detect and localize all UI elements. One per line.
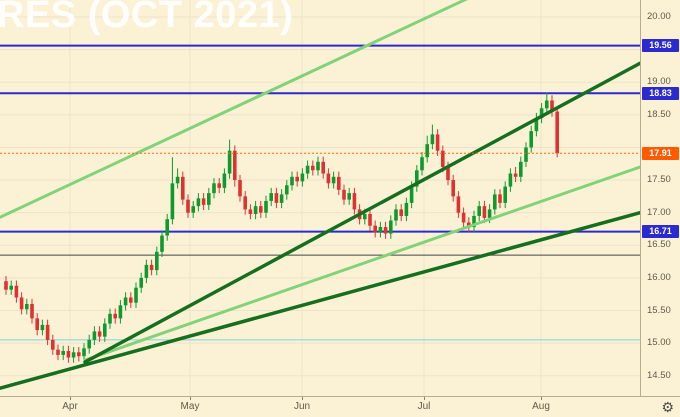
channel-light-lower xyxy=(83,165,640,362)
price-axis[interactable]: 20.00 19.00 18.50 17.50 17.00 16.50 16.00 15.50… xyxy=(640,0,680,396)
price-level-badge: 18.83 xyxy=(642,86,679,100)
price-tick-label: 20.00 xyxy=(647,10,671,22)
month-label: Aug xyxy=(532,401,550,412)
candles-group xyxy=(4,92,559,363)
price-tick-label: 15.00 xyxy=(647,337,671,349)
gridlines-group xyxy=(0,0,640,396)
price-tick-label: 19.00 xyxy=(647,76,671,88)
price-tick-label: 15.50 xyxy=(647,304,671,316)
month-tick xyxy=(302,397,303,400)
month-label: Jul xyxy=(417,401,431,412)
trend-lines-group xyxy=(0,0,640,390)
price-level-badge: 16.71 xyxy=(642,225,679,239)
month-tick xyxy=(541,397,542,400)
time-axis[interactable]: Apr May Jun Jul Aug xyxy=(0,396,680,417)
channel-light-upper xyxy=(0,0,468,219)
channel-dark-upper xyxy=(83,61,640,364)
month-tick xyxy=(424,397,425,400)
price-lines-group xyxy=(0,44,640,341)
price-tick-label: 14.50 xyxy=(647,369,671,381)
price-level-badge: 19.56 xyxy=(642,39,679,53)
month-label: Apr xyxy=(62,401,78,412)
price-tick-label: 16.00 xyxy=(647,271,671,283)
price-tick-label: 17.00 xyxy=(647,206,671,218)
price-chart-area[interactable]: RES (OCT 2021) xyxy=(0,0,640,396)
price-tick-label: 16.50 xyxy=(647,239,671,251)
settings-gear-icon[interactable]: ⚙ xyxy=(661,399,674,415)
chart-svg xyxy=(0,0,640,396)
month-tick xyxy=(70,397,71,400)
price-tick-label: 18.50 xyxy=(647,108,671,120)
last-price-badge: 17.91 xyxy=(642,146,679,160)
channel-dark-lower xyxy=(0,210,640,390)
month-label: Jun xyxy=(293,401,311,412)
price-tick-label: 17.50 xyxy=(647,174,671,186)
month-label: May xyxy=(180,401,200,412)
month-tick xyxy=(190,397,191,400)
